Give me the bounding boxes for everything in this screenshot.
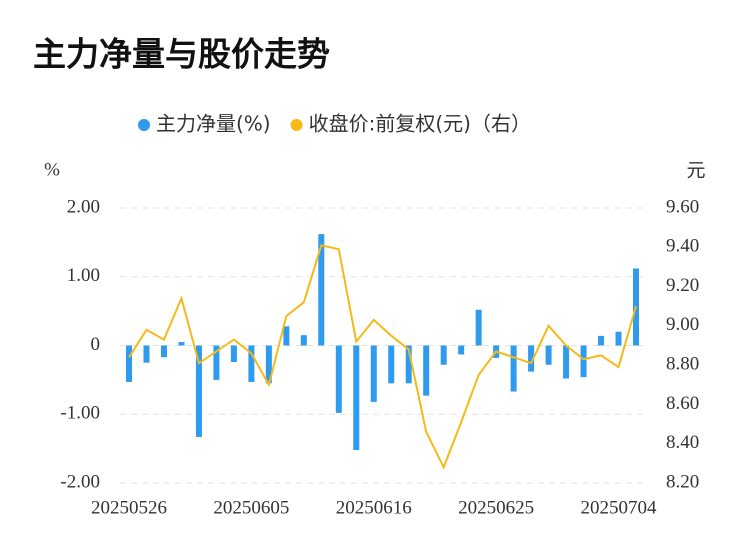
bar [335,345,342,413]
bar [545,345,552,365]
y-tick-label: -1.00 [60,403,100,424]
y2-tick-label: 8.40 [666,432,699,453]
y2-tick-label: 8.20 [666,471,699,492]
x-tick-label: 20250616 [336,497,412,518]
y2-tick-label: 9.00 [666,314,699,335]
bar [405,345,412,384]
y2-tick-label: 9.40 [666,236,699,257]
x-tick-label: 20250605 [213,497,289,518]
bar [160,345,167,358]
y-axis-unit: % [44,159,60,180]
chart-title: 主力净量与股价走势 [33,35,330,74]
legend-marker [138,119,150,131]
bar [615,331,622,346]
legend-label: 主力净量(%) [156,112,271,136]
y2-tick-label: 8.60 [666,393,699,414]
x-tick-label: 20250625 [458,497,534,518]
bar [248,345,255,382]
bar [300,335,307,346]
bar [143,345,150,363]
bar [353,345,360,450]
bar [528,345,535,372]
bar [510,345,517,392]
legend-label: 收盘价:前复权(元)（右） [309,112,531,136]
bar [195,345,202,437]
y-tick-label: 0 [91,334,101,355]
bar [580,345,587,378]
y2-axis-unit: 元 [686,160,705,182]
x-tick-label: 20250704 [581,497,658,518]
bar [563,345,570,379]
price-line [128,244,637,470]
x-tick-label: 20250526 [91,497,167,518]
bar [126,345,132,382]
y-tick-label: 2.00 [67,196,100,217]
bar [458,345,465,355]
bar [423,345,430,396]
bar [598,335,605,346]
bar [318,234,325,346]
y-tick-label: -2.00 [60,471,100,492]
bar [178,342,185,346]
y2-tick-label: 9.60 [666,196,699,217]
bar [388,345,395,384]
bar [213,345,220,380]
y2-tick-label: 8.80 [666,354,699,375]
bar [283,326,290,346]
bar [230,345,237,362]
y-tick-label: 1.00 [67,265,100,286]
bar [370,345,377,402]
y2-tick-label: 9.20 [666,275,699,296]
bar [440,345,447,365]
bar [265,345,272,384]
legend-marker [290,119,303,131]
bar [475,309,482,346]
